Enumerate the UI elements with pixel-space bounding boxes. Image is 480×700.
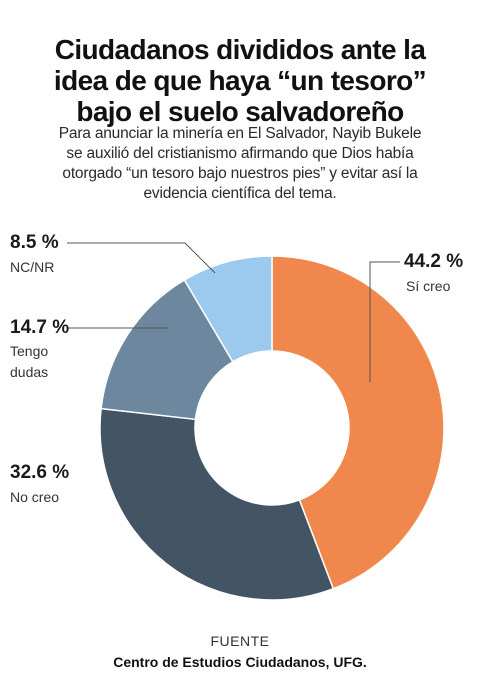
source-label: FUENTE [210, 633, 270, 649]
subtitle-line: se auxilió del cristianismo afirmando qu… [66, 145, 414, 162]
donut-slice-sí-creo [271, 255, 445, 590]
leader-lines [67, 242, 400, 382]
category-label-no-creo: No creo [10, 489, 60, 505]
title-line: idea de que haya “un tesoro” [53, 65, 427, 96]
subtitle-line: Para anunciar la minería en El Salvador,… [58, 125, 422, 142]
subtitle-line: evidencia científica del tema. [143, 185, 337, 202]
donut-slices [99, 255, 445, 601]
value-label-ncnr: 8.5 % [10, 232, 59, 253]
leader-line-ncnr [67, 242, 216, 274]
title-line: bajo el suelo salvadoreño [76, 96, 404, 127]
donut-slice-nc-nr [183, 255, 273, 363]
category-label-ncnr: NC/NR [10, 259, 55, 275]
chart-title: Ciudadanos divididos ante la idea de que… [20, 34, 460, 127]
value-label-si-creo: 44.2 % [404, 251, 464, 272]
source-text: Centro de Estudios Ciudadanos, UFG. [113, 654, 367, 670]
title-line: Ciudadanos divididos ante la [54, 34, 426, 65]
category-label-tengo-dudas: Tengo dudas [10, 343, 49, 380]
donut-slice-no-creo [99, 407, 335, 601]
leader-line-si-creo [369, 261, 400, 382]
value-label-no-creo: 32.6 % [10, 462, 70, 483]
category-label-si-creo: Sí creo [406, 278, 451, 294]
value-label-tengo-dudas: 14.7 % [10, 317, 70, 338]
subtitle-line: otorgado “un tesoro bajo nuestros pies” … [62, 165, 418, 182]
donut-slice-tengo-dudas [100, 278, 234, 421]
chart-subtitle: Para anunciar la minería en El Salvador,… [22, 124, 458, 204]
